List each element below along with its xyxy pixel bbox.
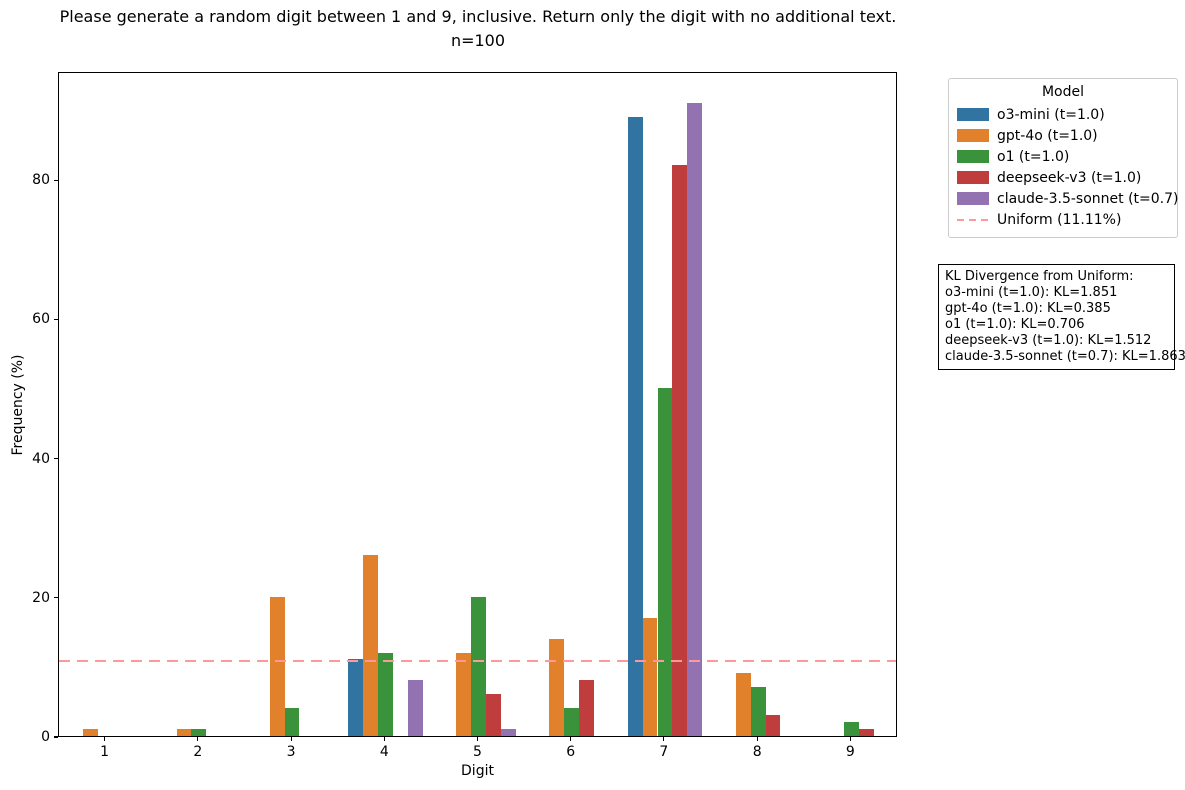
bar-o1-digit-4 [377, 652, 393, 736]
bar-claude-3.5-sonnet-digit-7 [687, 102, 703, 736]
legend-label: gpt-4o (t=1.0) [997, 127, 1098, 144]
kl-divergence-entry: o1 (t=1.0): KL=0.706 [945, 317, 1085, 332]
kl-divergence-entry: o3-mini (t=1.0): KL=1.851 [945, 285, 1118, 300]
legend-dashed-line-icon [957, 213, 989, 226]
kl-box-lines: o3-mini (t=1.0): KL=1.851 gpt-4o (t=1.0):… [945, 285, 1185, 365]
bar-gpt-4o-digit-4 [362, 555, 378, 736]
bar-gpt-4o-digit-8 [735, 673, 751, 736]
y-axis-label: Frequency (%) [10, 354, 26, 456]
bar-gpt-4o-digit-5 [456, 652, 471, 736]
bar-claude-3.5-sonnet-digit-4 [407, 680, 423, 736]
kl-box-title: KL Divergence from Uniform: [945, 269, 1134, 284]
bar-gpt-4o-digit-3 [269, 596, 285, 736]
x-tick-mark-3 [290, 737, 292, 741]
y-tick-label-80: 80 [32, 172, 50, 189]
legend-label: o1 (t=1.0) [997, 148, 1070, 165]
bar-deepseek-v3-digit-8 [765, 715, 781, 736]
chart-title-line1: Please generate a random digit between 1… [59, 7, 897, 26]
x-tick-label-1: 1 [100, 744, 110, 760]
legend-item-uniform: Uniform (11.11%) [957, 209, 1169, 230]
x-tick-label-3: 3 [286, 744, 296, 760]
y-tick-label-20: 20 [32, 589, 50, 606]
legend-item-o3-mini: o3-mini (t=1.0) [957, 104, 1169, 125]
legend-title: Model [1041, 84, 1085, 100]
x-axis-label: Digit [461, 763, 494, 779]
bar-gpt-4o-digit-6 [549, 638, 565, 736]
x-tick-label-7: 7 [659, 744, 669, 760]
x-tick-mark-2 [197, 737, 199, 741]
legend-label: Uniform (11.11%) [997, 211, 1122, 228]
legend-item-deepseek-v3: deepseek-v3 (t=1.0) [957, 167, 1169, 188]
bar-o1-digit-8 [750, 687, 766, 736]
x-tick-label-5: 5 [473, 744, 482, 760]
legend-label: claude-3.5-sonnet (t=0.7) [997, 190, 1179, 207]
x-tick-mark-4 [383, 737, 385, 741]
bar-o1-digit-2 [191, 729, 207, 736]
x-tick-label-6: 6 [566, 744, 576, 760]
x-tick-mark-9 [849, 737, 851, 741]
bar-gpt-4o-digit-2 [176, 729, 192, 736]
legend-swatch-icon [957, 150, 989, 163]
x-tick-label-2: 2 [193, 744, 203, 760]
kl-divergence-entry: gpt-4o (t=1.0): KL=0.385 [945, 301, 1111, 316]
x-tick-label-8: 8 [752, 744, 762, 760]
legend-label: o3-mini (t=1.0) [997, 106, 1105, 123]
bar-deepseek-v3-digit-7 [672, 165, 688, 736]
legend-items: o3-mini (t=1.0) gpt-4o (t=1.0) o1 (t=1.0) d… [957, 104, 1178, 230]
x-tick-mark-6 [570, 737, 572, 741]
x-tick-label-4: 4 [379, 744, 389, 760]
bar-o3-mini-digit-4 [348, 659, 363, 736]
y-tick-mark-80 [54, 179, 58, 181]
bar-o1-digit-9 [843, 722, 859, 736]
legend-dash-stroke [957, 218, 989, 221]
legend-item-o1: o1 (t=1.0) [957, 146, 1169, 167]
kl-divergence-entry: claude-3.5-sonnet (t=0.7): KL=1.863 [945, 349, 1185, 364]
bar-gpt-4o-digit-1 [83, 729, 99, 736]
bar-o3-mini-digit-7 [627, 116, 643, 736]
y-tick-mark-60 [54, 318, 58, 320]
legend-swatch-icon [957, 192, 989, 205]
legend-swatch-icon [957, 108, 989, 121]
bar-gpt-4o-digit-7 [642, 617, 658, 736]
legend: Model o3-mini (t=1.0) gpt-4o (t=1.0) o1 (t… [948, 78, 1178, 238]
legend-item-claude-3.5-sonnet: claude-3.5-sonnet (t=0.7) [957, 188, 1178, 209]
legend-item-gpt-4o: gpt-4o (t=1.0) [957, 125, 1169, 146]
bar-o1-digit-5 [471, 596, 486, 736]
bar-o1-digit-7 [657, 388, 673, 736]
bar-claude-3.5-sonnet-digit-5 [500, 729, 516, 736]
x-tick-mark-7 [663, 737, 665, 741]
x-tick-mark-5 [476, 737, 479, 741]
x-tick-mark-1 [104, 737, 106, 741]
legend-swatch-icon [957, 129, 989, 142]
y-tick-mark-40 [54, 458, 58, 460]
kl-divergence-entry: deepseek-v3 (t=1.0): KL=1.512 [945, 333, 1152, 348]
legend-label: deepseek-v3 (t=1.0) [997, 169, 1142, 186]
x-tick-mark-8 [756, 737, 758, 741]
chart-title: Please generate a random digit between 1… [58, 5, 898, 53]
y-tick-label-0: 0 [41, 729, 50, 745]
x-tick-label-9: 9 [845, 744, 855, 760]
kl-divergence-box: KL Divergence from Uniform: o3-mini (t=1… [938, 264, 1185, 370]
bar-o1-digit-3 [284, 708, 300, 736]
y-tick-label-40: 40 [32, 450, 50, 467]
bar-deepseek-v3-digit-5 [486, 694, 501, 736]
bar-deepseek-v3-digit-6 [579, 680, 595, 736]
y-tick-mark-0 [54, 736, 58, 738]
y-tick-mark-20 [54, 597, 58, 599]
y-tick-label-60: 60 [32, 311, 50, 328]
uniform-reference-line [59, 659, 896, 662]
bar-deepseek-v3-digit-9 [858, 729, 874, 736]
legend-swatch-icon [957, 171, 989, 184]
chart-title-line2: n=100 [450, 31, 506, 50]
plot-area [58, 72, 897, 737]
bar-o1-digit-6 [564, 708, 580, 736]
